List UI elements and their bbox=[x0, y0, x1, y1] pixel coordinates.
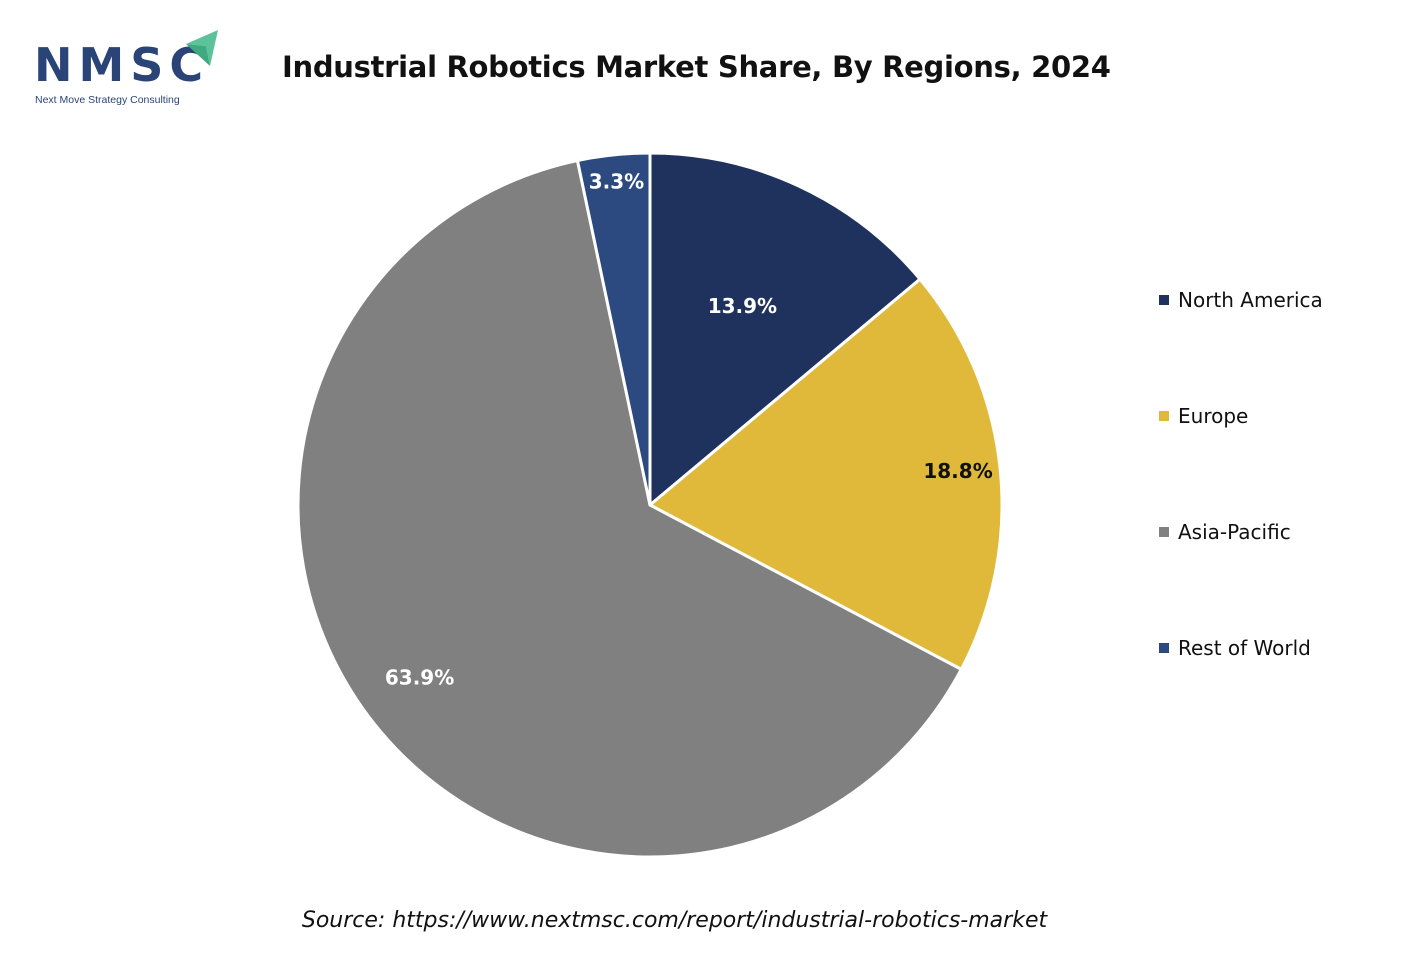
nmsc-logo: NMSC Next Move Strategy Consulting bbox=[30, 28, 230, 108]
pie-slice-rest-of-world bbox=[575, 151, 652, 506]
legend-swatch bbox=[1159, 411, 1169, 421]
source-note: Source: https://www.nextmsc.com/report/i… bbox=[301, 908, 1048, 933]
pie-slice-asia-pacific bbox=[296, 158, 964, 859]
chart-title: Industrial Robotics Market Share, By Reg… bbox=[282, 50, 1111, 84]
legend-swatch bbox=[1159, 527, 1169, 537]
pie-slice-europe bbox=[647, 277, 1004, 672]
data-label-north-america: 13.9% bbox=[708, 294, 777, 318]
legend-label: North America bbox=[1178, 288, 1323, 312]
legend-item-europe: Europe bbox=[1159, 404, 1248, 428]
data-label-rest-of-world: 3.3% bbox=[589, 169, 644, 193]
data-label-europe: 18.8% bbox=[923, 459, 992, 483]
legend-label: Rest of World bbox=[1178, 636, 1311, 660]
paper-plane-icon bbox=[186, 30, 218, 66]
data-label-asia-pacific: 63.9% bbox=[385, 665, 454, 689]
legend-swatch bbox=[1159, 643, 1169, 653]
pie-slice-north-america bbox=[648, 151, 923, 509]
legend-item-rest-of-world: Rest of World bbox=[1159, 636, 1311, 660]
legend-item-asia-pacific: Asia-Pacific bbox=[1159, 520, 1291, 544]
logo-subtitle: Next Move Strategy Consulting bbox=[35, 94, 180, 106]
legend-label: Europe bbox=[1178, 404, 1249, 428]
logo-text: NMSC bbox=[34, 38, 210, 92]
legend-swatch bbox=[1159, 295, 1169, 305]
legend-label: Asia-Pacific bbox=[1178, 520, 1291, 544]
legend-item-north-america: North America bbox=[1159, 288, 1323, 312]
